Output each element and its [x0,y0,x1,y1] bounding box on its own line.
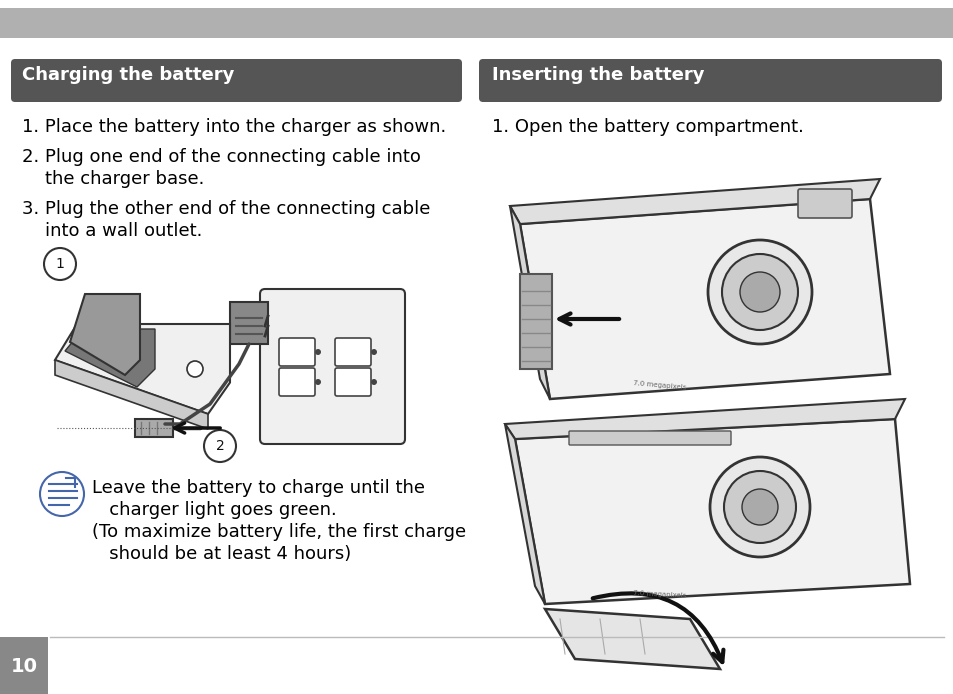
Polygon shape [504,399,904,439]
Circle shape [204,430,235,462]
Text: 3. Plug the other end of the connecting cable: 3. Plug the other end of the connecting … [22,200,430,218]
FancyBboxPatch shape [230,302,268,344]
Text: 2: 2 [215,439,224,453]
Circle shape [741,489,778,525]
Polygon shape [510,179,879,224]
Text: the charger base.: the charger base. [22,170,204,188]
Polygon shape [70,294,140,375]
Text: into a wall outlet.: into a wall outlet. [22,222,202,240]
Circle shape [44,248,76,280]
Circle shape [709,457,809,557]
Circle shape [721,254,797,330]
FancyBboxPatch shape [135,419,172,437]
FancyBboxPatch shape [478,59,941,102]
Text: Charging the battery: Charging the battery [22,66,234,84]
Circle shape [314,379,320,385]
Text: (To maximize battery life, the first charge: (To maximize battery life, the first cha… [91,523,466,541]
Polygon shape [544,609,720,669]
Polygon shape [504,424,544,604]
Circle shape [371,379,376,385]
Circle shape [314,349,320,355]
FancyBboxPatch shape [260,289,405,444]
Text: charger light goes green.: charger light goes green. [91,501,336,519]
Circle shape [723,471,795,543]
Circle shape [707,240,811,344]
FancyBboxPatch shape [11,59,461,102]
Text: 1. Open the battery compartment.: 1. Open the battery compartment. [492,118,803,136]
Polygon shape [515,419,909,604]
Text: 2. Plug one end of the connecting cable into: 2. Plug one end of the connecting cable … [22,148,420,166]
Polygon shape [510,206,550,399]
Bar [0,637,48,694]
Circle shape [740,272,780,312]
Text: should be at least 4 hours): should be at least 4 hours) [91,545,351,563]
FancyBboxPatch shape [335,338,371,366]
Text: 10: 10 [10,657,37,675]
Text: Leave the battery to charge until the: Leave the battery to charge until the [91,479,424,497]
Circle shape [187,361,203,377]
Text: 7.0 megapixels: 7.0 megapixels [633,380,686,391]
FancyBboxPatch shape [278,368,314,396]
Polygon shape [55,360,208,429]
Text: Inserting the battery: Inserting the battery [492,66,703,84]
FancyBboxPatch shape [797,189,851,218]
Bar [0,8,953,38]
Polygon shape [519,199,889,399]
Text: 7.0 megapixels: 7.0 megapixels [633,590,686,599]
Circle shape [371,349,376,355]
Polygon shape [55,324,230,414]
FancyBboxPatch shape [519,274,552,369]
Text: 1: 1 [55,257,65,271]
FancyBboxPatch shape [335,368,371,396]
Circle shape [40,472,84,516]
Text: 1. Place the battery into the charger as shown.: 1. Place the battery into the charger as… [22,118,446,136]
FancyBboxPatch shape [568,431,730,445]
Polygon shape [65,329,154,387]
FancyBboxPatch shape [278,338,314,366]
